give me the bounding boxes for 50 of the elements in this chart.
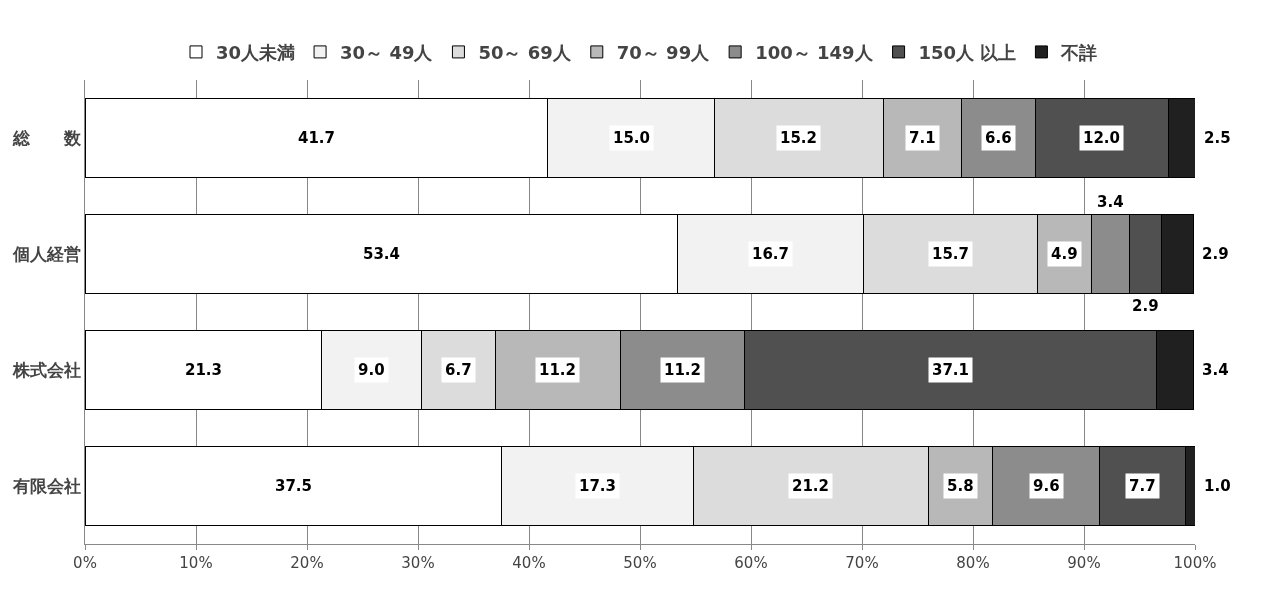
x-tick-label: 10% bbox=[179, 554, 213, 572]
legend-label: 30～ 49人 bbox=[340, 41, 434, 63]
x-tick-label: 80% bbox=[956, 554, 990, 572]
data-label: 53.4 bbox=[363, 245, 401, 263]
y-tick-label: 総 数 bbox=[11, 127, 82, 148]
x-tick-label: 60% bbox=[734, 554, 768, 572]
data-label: 7.7 bbox=[1129, 477, 1156, 495]
data-label: 21.2 bbox=[792, 477, 830, 495]
data-label: 11.2 bbox=[539, 361, 577, 379]
data-label: 11.2 bbox=[664, 361, 702, 379]
data-label: 12.0 bbox=[1083, 129, 1121, 147]
data-label: 2.5 bbox=[1204, 129, 1231, 147]
data-label: 1.0 bbox=[1204, 477, 1231, 495]
x-tick-label: 70% bbox=[845, 554, 879, 572]
data-label: 9.0 bbox=[358, 361, 385, 379]
data-label: 2.9 bbox=[1132, 297, 1159, 315]
x-tick-label: 50% bbox=[623, 554, 657, 572]
legend-label: 100～ 149人 bbox=[755, 41, 874, 63]
legend-label: 30人未満 bbox=[216, 41, 296, 63]
x-tick-label: 40% bbox=[512, 554, 546, 572]
legend-label: 70～ 99人 bbox=[616, 41, 711, 63]
data-label: 15.2 bbox=[780, 129, 818, 147]
data-label: 3.4 bbox=[1202, 361, 1229, 379]
data-label: 21.3 bbox=[185, 361, 223, 379]
data-label: 9.6 bbox=[1033, 477, 1060, 495]
y-tick-label: 株式会社 bbox=[11, 359, 81, 380]
y-tick-label: 個人経営 bbox=[11, 243, 81, 264]
data-label: 5.8 bbox=[947, 477, 974, 495]
data-label: 15.7 bbox=[932, 245, 970, 263]
data-label: 41.7 bbox=[298, 129, 336, 147]
data-label: 4.9 bbox=[1051, 245, 1078, 263]
data-label: 37.1 bbox=[932, 361, 970, 379]
y-tick-label: 有限会社 bbox=[11, 475, 81, 496]
x-tick-label: 90% bbox=[1067, 554, 1101, 572]
data-label: 15.0 bbox=[613, 129, 651, 147]
data-label: 17.3 bbox=[579, 477, 617, 495]
x-tick-label: 30% bbox=[401, 554, 435, 572]
data-label: 6.6 bbox=[985, 129, 1012, 147]
x-tick-label: 100% bbox=[1173, 554, 1217, 572]
data-label: 3.4 bbox=[1097, 193, 1124, 211]
data-label: 16.7 bbox=[752, 245, 790, 263]
data-label: 6.7 bbox=[445, 361, 472, 379]
data-label: 7.1 bbox=[909, 129, 936, 147]
legend-label: 150人 以上 bbox=[918, 41, 1017, 63]
legend-label: 50～ 69人 bbox=[478, 41, 572, 63]
legend-label: 不詳 bbox=[1060, 41, 1098, 63]
x-tick-label: 0% bbox=[73, 554, 97, 572]
data-label: 2.9 bbox=[1202, 245, 1229, 263]
data-label: 37.5 bbox=[275, 477, 313, 495]
x-tick-label: 20% bbox=[290, 554, 324, 572]
